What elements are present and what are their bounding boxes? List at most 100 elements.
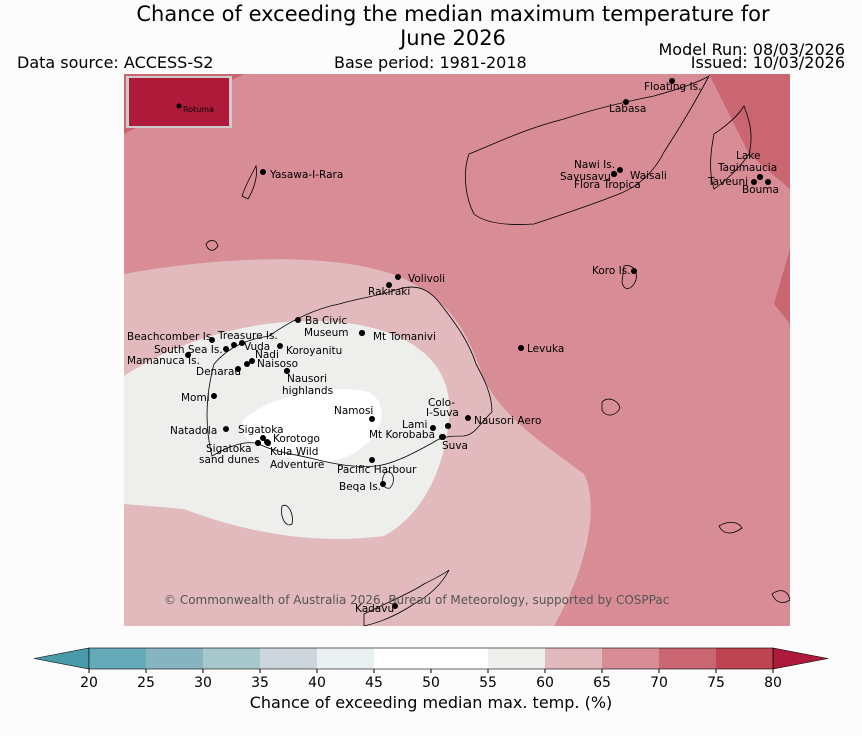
place-label: Naisoso xyxy=(257,358,298,370)
place-marker xyxy=(249,358,255,364)
place-label: Museum xyxy=(304,327,349,339)
chart-title: Chance of exceeding the median maximum t… xyxy=(0,2,862,50)
place-marker xyxy=(430,425,436,431)
place-marker xyxy=(369,457,375,463)
colorbar-segment xyxy=(716,648,773,669)
issued-date: Issued: 10/03/2026 xyxy=(690,53,845,72)
place-marker xyxy=(295,317,301,323)
yasawa-coast xyxy=(241,164,257,200)
zone-70-75-northeast xyxy=(709,74,790,189)
place-label: Sigatoka xyxy=(206,443,252,455)
place-marker xyxy=(611,171,617,177)
place-label: Savusavu xyxy=(560,171,611,183)
place-label: Nadi xyxy=(255,349,279,361)
place-label: Floating Is. xyxy=(644,81,701,93)
copyright-notice: © Commonwealth of Australia 2026, Bureau… xyxy=(164,593,669,607)
place-marker xyxy=(617,167,623,173)
colorbar-tick-label: 25 xyxy=(137,675,155,690)
colorbar-tick-label: 75 xyxy=(707,675,725,690)
place-marker xyxy=(765,179,771,185)
place-marker xyxy=(440,434,446,440)
place-label: Vuda xyxy=(244,341,270,353)
place-label: Pacific Harbour xyxy=(337,464,417,476)
place-marker xyxy=(359,330,365,336)
place-label: Nausori xyxy=(287,373,327,385)
place-label: Koroyanitu xyxy=(286,345,342,357)
place-label: Mamanuca Is. xyxy=(127,355,200,367)
colorbar-tick-label: 30 xyxy=(194,675,212,690)
place-marker xyxy=(284,368,290,374)
place-label: Beqa Is. xyxy=(339,481,381,493)
colorbar-under-arrow xyxy=(33,647,90,670)
place-marker xyxy=(369,416,375,422)
place-label: Suva xyxy=(442,440,468,452)
place-label: Denarau xyxy=(196,366,241,378)
island-coast xyxy=(601,398,621,416)
place-marker xyxy=(623,99,629,105)
colorbar-over-arrow xyxy=(772,647,829,670)
place-label: Adventure xyxy=(270,459,324,471)
place-marker xyxy=(277,343,283,349)
vanua-levu-coast xyxy=(464,74,711,225)
colorbar-segment xyxy=(374,648,431,669)
place-label: Mt Korobaba xyxy=(369,429,435,441)
rotuma-marker xyxy=(176,103,182,109)
title-line-2: June 2026 xyxy=(400,26,506,50)
place-label: Namosi xyxy=(334,405,373,417)
koro-coast xyxy=(621,265,637,289)
place-marker xyxy=(231,342,237,348)
colorbar-tick-label: 50 xyxy=(422,675,440,690)
place-label: Bouma xyxy=(742,184,779,196)
place-label: Sigatoka xyxy=(238,424,284,436)
place-marker xyxy=(239,340,245,346)
place-marker xyxy=(235,366,241,372)
place-label: Lami xyxy=(402,419,427,431)
place-marker xyxy=(386,282,392,288)
inset-map-fill xyxy=(129,78,229,126)
place-label: I-Suva xyxy=(426,407,459,419)
place-label: Volivoli xyxy=(408,273,445,285)
colorbar-segment xyxy=(89,648,146,669)
colorbar-tick-label: 40 xyxy=(308,675,326,690)
taveuni-coast xyxy=(710,105,752,190)
island-coast xyxy=(718,522,743,534)
place-marker xyxy=(518,345,524,351)
place-label: Flora Tropica xyxy=(574,179,641,191)
colorbar-tick-label: 35 xyxy=(251,675,269,690)
place-label: Waisali xyxy=(630,170,667,182)
place-label: South Sea Is. xyxy=(154,344,223,356)
place-marker xyxy=(395,274,401,280)
model-run: Model Run: 08/03/2026 xyxy=(658,40,846,59)
place-label: Nausori Aero xyxy=(474,415,541,427)
place-label: Tagimaucia xyxy=(717,162,777,174)
place-marker xyxy=(211,393,217,399)
place-label: Rakiraki xyxy=(368,286,410,298)
fiji-map: Rotuma Floating Is. Labasa Yasawa-I-Rara Na… xyxy=(124,74,790,626)
place-label: Beachcomber Is. xyxy=(127,331,215,343)
place-marker xyxy=(223,346,229,352)
island-coast xyxy=(205,240,219,251)
place-label: Taveuni xyxy=(707,176,748,188)
colorbar-tick-label: 65 xyxy=(593,675,611,690)
title-line-1: Chance of exceeding the median maximum t… xyxy=(136,2,770,26)
place-label: Koro Is. xyxy=(592,265,631,277)
place-label: Kula Wild xyxy=(270,446,318,458)
place-label: Ba Civic xyxy=(305,315,347,327)
place-label: Yasawa-I-Rara xyxy=(269,169,343,181)
colorbar-tick-label: 80 xyxy=(764,675,782,690)
place-marker xyxy=(392,603,398,609)
place-marker xyxy=(244,361,250,367)
place-marker xyxy=(260,169,266,175)
colorbar-segment xyxy=(203,648,260,669)
kadavu-coast xyxy=(363,569,450,626)
rotuma-inset: Rotuma xyxy=(126,76,232,128)
place-marker xyxy=(209,337,215,343)
rotuma-label: Rotuma xyxy=(183,105,214,114)
colorbar-segment xyxy=(659,648,716,669)
place-label: Mt Tomanivi xyxy=(373,331,436,343)
place-marker xyxy=(265,440,271,446)
place-label: Lake xyxy=(736,150,760,162)
place-label: Labasa xyxy=(609,103,646,115)
base-period: Base period: 1981-2018 xyxy=(334,53,527,72)
place-label: Levuka xyxy=(527,343,564,355)
